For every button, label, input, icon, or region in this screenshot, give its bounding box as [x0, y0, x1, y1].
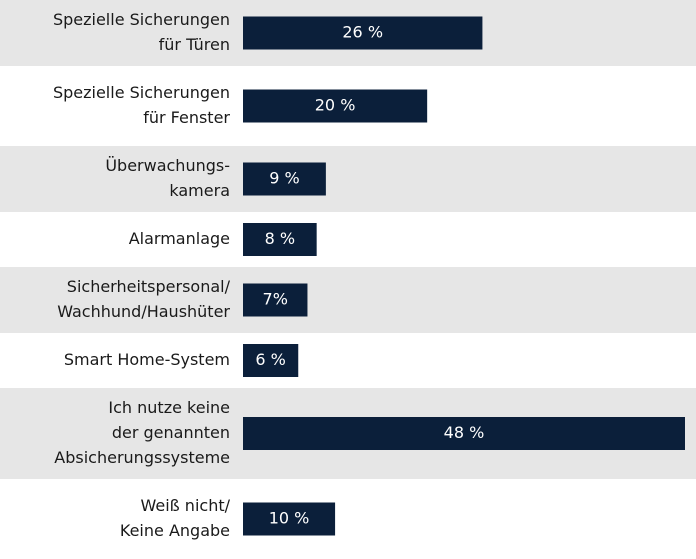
category-label: Wachhund/Haushüter [57, 302, 230, 321]
value-label: 8 % [265, 229, 295, 248]
value-label: 20 % [315, 96, 356, 115]
category-label: Alarmanlage [129, 229, 230, 248]
category-label: Smart Home-System [64, 350, 230, 369]
category-label: Absicherungssysteme [54, 448, 230, 467]
category-label: Keine Angabe [120, 521, 230, 540]
bar [243, 502, 336, 536]
bar [243, 223, 317, 256]
value-label: 7% [263, 290, 288, 309]
row-background [0, 267, 696, 333]
bar [243, 162, 326, 196]
value-label: 26 % [342, 23, 383, 42]
category-label: kamera [169, 181, 230, 200]
value-label: 6 % [255, 350, 285, 369]
bar [243, 417, 685, 450]
value-label: 48 % [444, 423, 485, 442]
value-label: 9 % [269, 169, 299, 188]
row-background [0, 146, 696, 212]
category-label: für Fenster [143, 108, 230, 127]
category-label: Ich nutze keine [108, 398, 230, 417]
category-label: für Türen [159, 35, 230, 54]
category-label: Spezielle Sicherungen [53, 10, 230, 29]
bar [243, 16, 483, 50]
bar [243, 344, 299, 377]
category-label: Weiß nicht/ [140, 496, 230, 515]
category-label: Spezielle Sicherungen [53, 83, 230, 102]
value-label: 10 % [269, 509, 310, 528]
category-label: der genannten [112, 423, 230, 442]
bar [243, 283, 308, 317]
category-label: Überwachungs- [105, 156, 230, 175]
category-label: Sicherheitspersonal/ [67, 277, 231, 296]
bar [243, 89, 428, 123]
